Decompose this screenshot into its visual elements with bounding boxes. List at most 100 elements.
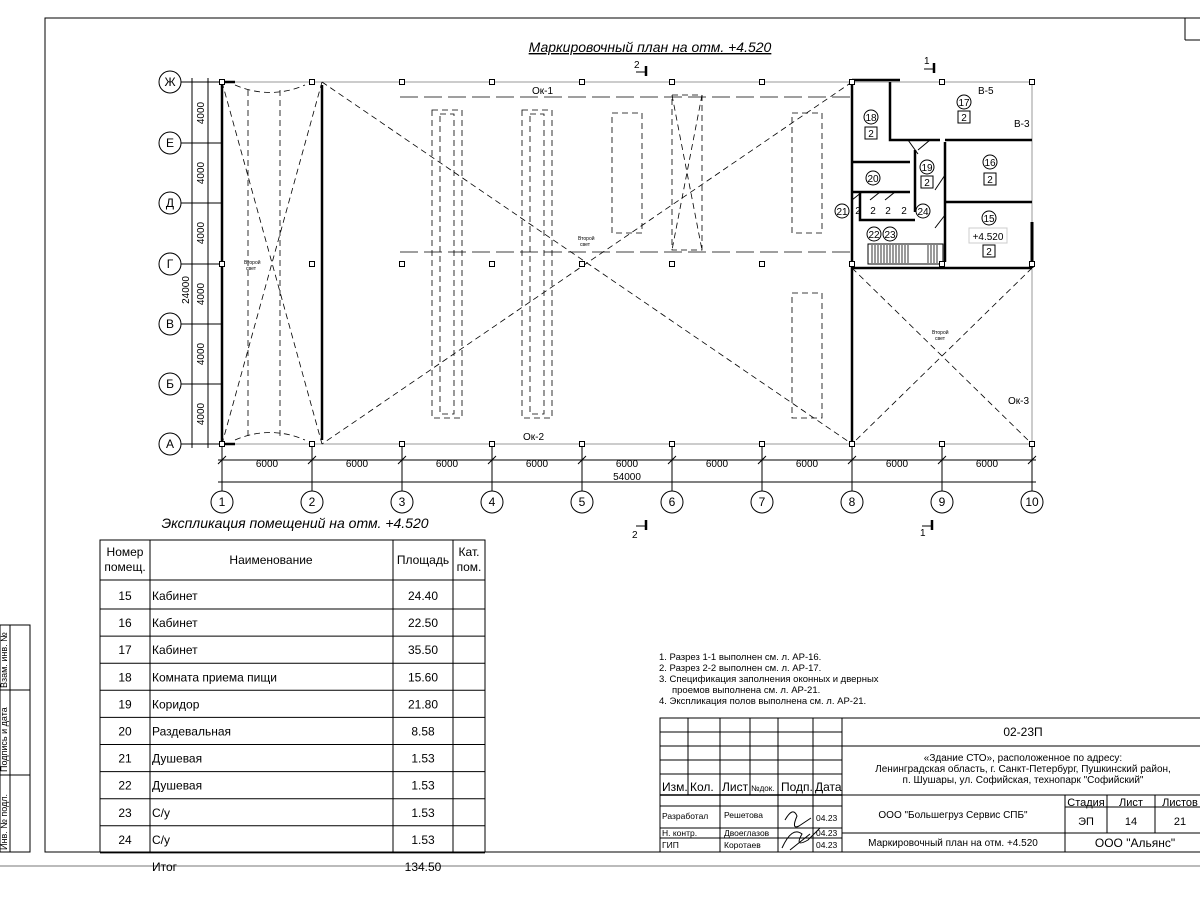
room-number: 19 [118, 697, 132, 711]
room-number-label: 19 [921, 163, 933, 174]
signature-chief [781, 827, 821, 851]
row-dimension: 4000 [196, 221, 207, 244]
room-number: 17 [118, 643, 132, 657]
axis-column-6: 6 6000 [660, 79, 729, 514]
room-area: 1.53 [411, 806, 435, 820]
floor-type-label: 2 [901, 206, 907, 217]
room-number-label: 22 [868, 230, 880, 241]
span-dimension: 6000 [436, 459, 459, 470]
room-marker-15: 15 2 [981, 210, 997, 258]
plan-labels: Ок-1 Ок-2 Ок-3 В-5 В-3 Второй свет Второ… [244, 86, 1030, 443]
note-4: 4. Экспликация полов выполнена см. л. АР… [659, 696, 866, 707]
staircase [867, 243, 944, 265]
elevation-mark: +4.520 [973, 232, 1004, 243]
column-marker [399, 441, 405, 447]
sheet-frame [44, 17, 1200, 853]
designer-name: Решетова [724, 810, 763, 820]
building-plan [220, 78, 1034, 446]
floor-type-label: 2 [961, 113, 967, 124]
room-number-label: 16 [984, 158, 996, 169]
stage-label: Стадия [1067, 797, 1105, 809]
room-name: Кабинет [152, 643, 198, 657]
span-dimension: 6000 [796, 459, 819, 470]
table-row: 20 Раздевальная 8.58 [100, 725, 485, 745]
sheets-total: 21 [1174, 816, 1186, 828]
floor-type-label: 2 [870, 206, 876, 217]
total-width-dimension: 54000 [613, 472, 641, 483]
column-marker [219, 441, 225, 447]
room-marker-22: 222 [866, 206, 882, 242]
column-marker [1029, 441, 1035, 447]
row-dimension: 4000 [196, 342, 207, 365]
axis-bubble [390, 490, 414, 514]
plan-title: Маркировочный план на отм. +4.520 [529, 39, 772, 55]
column-marker [669, 441, 675, 447]
axis-column-8: 8 6000 [840, 79, 909, 514]
stamp-signature-date: Подпись и дата [0, 707, 9, 772]
label-v5: В-5 [978, 86, 994, 97]
note-1: 1. Разрез 1-1 выполнен см. л. АР-16. [659, 652, 821, 663]
stage-value: ЭП [1078, 816, 1094, 828]
chief-engineer-name: Коротаев [724, 840, 761, 850]
section-mark-2-bottom: 2 [632, 530, 638, 541]
axis-label: 2 [309, 495, 316, 509]
room-area: 22.50 [408, 616, 438, 630]
axis-label: 7 [759, 495, 766, 509]
column-marker [939, 79, 945, 85]
room-number: 18 [118, 670, 132, 684]
floor-type-label: 2 [868, 129, 874, 140]
room-number: 23 [118, 806, 132, 820]
table-row: 23 С/у 1.53 [100, 806, 485, 827]
section-mark-2-top: 2 [634, 60, 640, 71]
explication-title: Экспликация помещений на отм. +4.520 [161, 515, 428, 531]
designer-date: 04.23 [816, 813, 838, 823]
column-marker [489, 441, 495, 447]
header-category-2: пом. [457, 560, 482, 574]
section-mark-1-top: 1 [924, 56, 930, 67]
room-area: 1.53 [411, 779, 435, 793]
axis-column-5: 5 6000 [570, 79, 639, 514]
axis-row-a: А [158, 432, 222, 456]
room-area: 1.53 [411, 833, 435, 847]
room-number-label: 23 [884, 230, 896, 241]
floor-type-label: 2 [855, 206, 861, 217]
room-marker-17: 172 [956, 94, 972, 124]
axis-bubble [210, 490, 234, 514]
room-name: Душевая [152, 779, 202, 793]
column-marker [849, 441, 855, 447]
column-marker [399, 261, 405, 267]
room-name: Комната приема пищи [152, 670, 277, 684]
stamp-inventory: Инв. № подл. [0, 794, 9, 850]
row-dimension: 4000 [196, 161, 207, 184]
room-name: Кабинет [152, 589, 198, 603]
span-dimension: 6000 [976, 459, 999, 470]
table-total-row: Итог 134.50 [152, 860, 442, 874]
label-ok3: Ок-3 [1008, 396, 1029, 407]
row-axes: Ж Е Д Г В Б А [158, 70, 222, 456]
row-dimension: 4000 [196, 282, 207, 305]
note-3-cont: проемов выполнена см. л. АР-21. [672, 685, 820, 696]
total-label: Итог [152, 860, 178, 874]
header-doc-no: №док. [751, 784, 774, 793]
note-3: 3. Спецификация заполнения оконных и две… [659, 674, 879, 685]
room-markers: 152 162 172 182 192 20 21 2 222 232 242 [834, 94, 998, 258]
span-dimension: 6000 [706, 459, 729, 470]
room-marker-19: 192 [919, 159, 935, 189]
table-row: 17 Кабинет 35.50 [100, 643, 485, 664]
room-number-label: 18 [865, 113, 877, 124]
room-name: Кабинет [152, 616, 198, 630]
room-number: 20 [118, 725, 132, 739]
object-description-2: Ленинградская область, г. Санкт-Петербур… [875, 763, 1171, 775]
row-dimension: 4000 [196, 101, 207, 124]
room-marker-24: 24 2 [901, 203, 931, 219]
total-height-dimension: 24000 [181, 276, 192, 304]
organization-name: ООО "Альянс" [1095, 836, 1175, 850]
axis-label: 8 [849, 495, 856, 509]
column-marker [939, 261, 945, 267]
room-name: Коридор [152, 697, 200, 711]
axis-row-d: Д [158, 191, 222, 215]
axis-bubble [660, 490, 684, 514]
axis-label: 4 [489, 495, 496, 509]
column-marker [579, 441, 585, 447]
